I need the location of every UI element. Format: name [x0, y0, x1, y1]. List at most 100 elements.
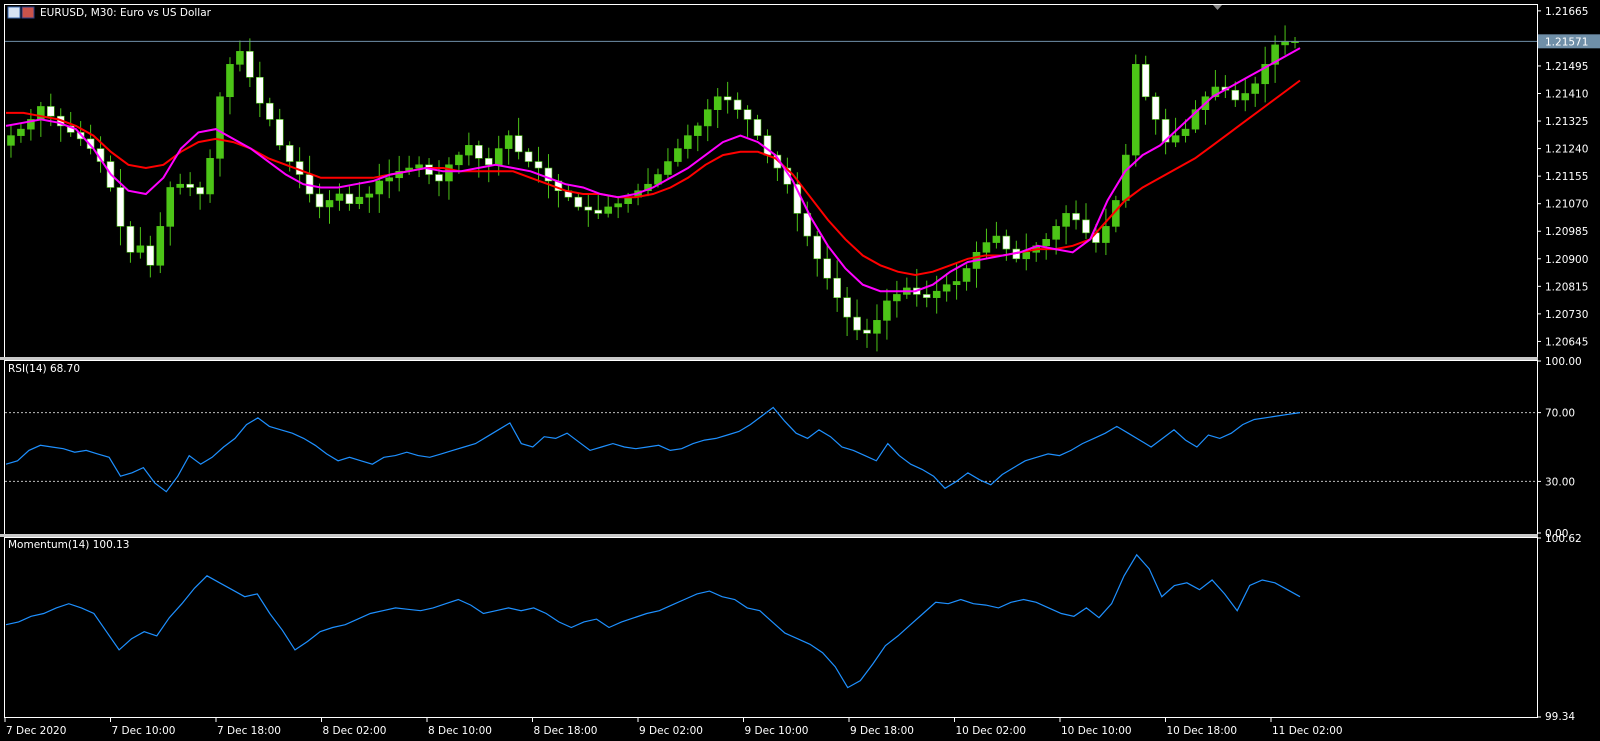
momentum-pane — [5, 553, 1301, 689]
candle-body — [723, 96, 732, 101]
price-tick-label: 1.20815 — [1545, 281, 1588, 293]
candle-body — [833, 277, 841, 298]
candle-body — [1211, 86, 1220, 98]
rsi-tick-label: 0.00 — [1545, 528, 1568, 540]
time-tick-label: 8 Dec 02:00 — [323, 725, 387, 737]
candle-body — [584, 206, 593, 211]
time-axis: 7 Dec 2020 7 Dec 10:00 7 Dec 18:00 8 Dec 02… — [4, 718, 1343, 737]
momentum-line — [5, 553, 1301, 689]
candle-body — [992, 235, 1001, 243]
candle-body — [1002, 235, 1011, 250]
candle-body — [544, 167, 553, 182]
candle-body — [534, 161, 543, 169]
current-price-tag — [1538, 34, 1600, 49]
momentum-pane-frame — [4, 537, 1538, 718]
candle-body — [116, 187, 125, 227]
current-price-label: 1.21571 — [1545, 36, 1588, 48]
candle-body — [275, 119, 284, 146]
price-tick-label: 1.20985 — [1545, 226, 1588, 238]
time-tick-label: 8 Dec 18:00 — [534, 725, 598, 737]
candle-body — [1241, 93, 1250, 101]
candle-body — [504, 135, 513, 149]
time-tick-label: 9 Dec 18:00 — [850, 725, 914, 737]
candle-body — [843, 297, 851, 318]
price-tick-label: 1.20730 — [1545, 309, 1588, 321]
candle-body — [186, 183, 194, 188]
candle-body — [1141, 64, 1150, 98]
candle-body — [206, 158, 214, 195]
candle-body — [922, 294, 931, 298]
time-tick-label: 10 Dec 10:00 — [1061, 725, 1132, 737]
candle-body — [325, 200, 334, 208]
symbol-header: EURUSD, M30: Euro vs US Dollar — [7, 6, 212, 19]
candle-body — [216, 96, 224, 159]
candle-body — [435, 174, 443, 182]
candle-body — [753, 119, 762, 136]
candle-body — [256, 76, 264, 104]
candle-body — [246, 51, 254, 78]
momentum-label: Momentum(14) 100.13 — [8, 539, 129, 551]
price-tick-label: 1.21155 — [1545, 171, 1588, 183]
pane-separator[interactable] — [0, 534, 1538, 537]
candle-body — [27, 119, 35, 130]
candle-body — [236, 51, 244, 65]
chart-shift-marker-icon[interactable] — [1213, 5, 1222, 10]
price-tick-label: 1.21325 — [1545, 116, 1588, 128]
pane-separator[interactable] — [0, 357, 1538, 360]
price-tick-label: 1.20900 — [1545, 254, 1588, 266]
candle-body — [743, 109, 752, 120]
price-tick-label: 1.21495 — [1545, 61, 1588, 73]
candle-body — [1251, 83, 1259, 94]
flag-us-icon — [21, 6, 35, 19]
candle-body — [455, 154, 463, 166]
candle-body — [703, 109, 712, 127]
time-tick-label: 10 Dec 02:00 — [956, 725, 1027, 737]
momentum-tick-label: 100.62 — [1545, 533, 1582, 545]
candle-body — [1281, 41, 1289, 46]
candle-body — [146, 245, 155, 266]
price-tick-label: 1.21070 — [1545, 199, 1588, 211]
candle-body — [713, 96, 722, 111]
candle-body — [813, 235, 822, 260]
candle-body — [1022, 251, 1031, 260]
candle-body — [1131, 64, 1140, 156]
candle-body — [7, 135, 15, 146]
candle-body — [694, 125, 702, 136]
candle-body — [883, 300, 891, 321]
momentum-tick-label: 99.34 — [1545, 711, 1575, 723]
candle-body — [962, 268, 971, 282]
candle-body — [285, 145, 294, 162]
candle-body — [1042, 239, 1050, 247]
candle-body — [893, 294, 901, 302]
time-tick-label: 7 Dec 10:00 — [112, 725, 176, 737]
candle-body — [733, 99, 742, 111]
candle-body — [803, 213, 812, 237]
candle-body — [1151, 96, 1160, 120]
candle-body — [1072, 213, 1080, 221]
candle-body — [335, 193, 344, 201]
candle-body — [664, 161, 672, 175]
candle-body — [1261, 64, 1269, 85]
candle-body — [265, 102, 274, 120]
candle-body — [176, 183, 184, 188]
candle-body — [355, 196, 364, 204]
candle-body — [1181, 128, 1190, 136]
ema-fast-line — [5, 47, 1301, 293]
candle-body — [445, 164, 453, 182]
candle-body — [156, 226, 165, 266]
time-tick-label: 10 Dec 18:00 — [1167, 725, 1238, 737]
candle-body — [375, 180, 384, 195]
candle-body — [86, 138, 95, 149]
candle-body — [614, 203, 622, 208]
time-tick-label: 7 Dec 2020 — [6, 725, 66, 737]
candle-body — [1161, 119, 1170, 143]
time-tick-label: 9 Dec 02:00 — [639, 725, 703, 737]
rsi-line — [5, 406, 1301, 493]
price-pane — [5, 25, 1301, 352]
rsi-tick-label: 30.00 — [1545, 476, 1575, 488]
time-tick-label: 11 Dec 02:00 — [1272, 725, 1343, 737]
price-tick-label: 1.21410 — [1545, 89, 1588, 101]
candle-body — [932, 290, 941, 298]
